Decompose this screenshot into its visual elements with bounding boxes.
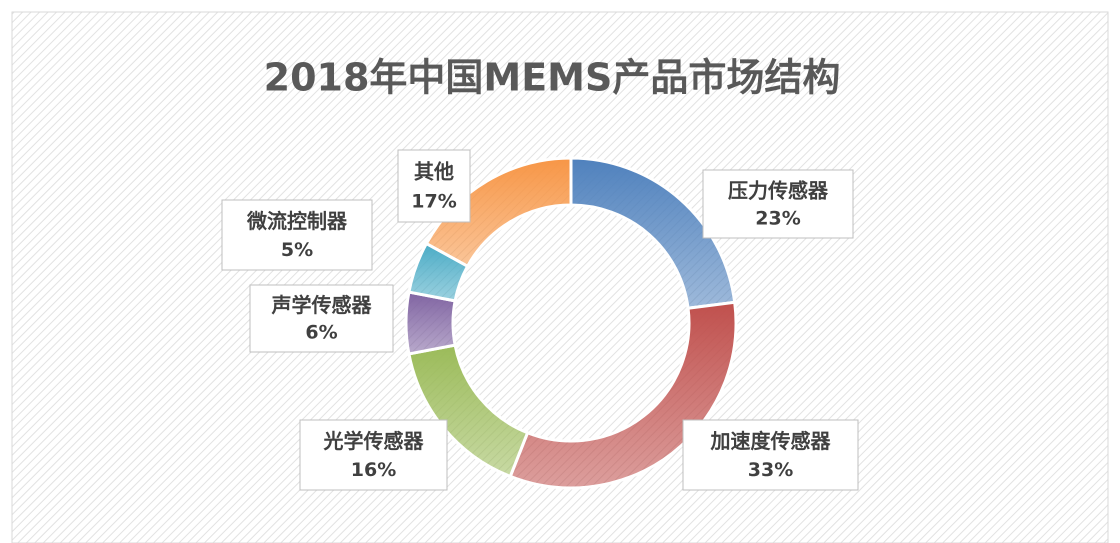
data-label-category: 声学传感器	[271, 293, 373, 317]
data-label-category: 加速度传感器	[710, 429, 832, 453]
data-label-category: 其他	[414, 160, 454, 184]
data-label-value: 5%	[281, 239, 313, 261]
data-label-category: 微流控制器	[246, 209, 348, 233]
data-label-category: 压力传感器	[728, 178, 829, 202]
data-label-box	[682, 419, 859, 491]
data-label-value: 33%	[748, 459, 793, 481]
chart-title: 2018年中国MEMS产品市场结构	[264, 56, 841, 100]
donut-segment	[404, 290, 457, 356]
data-label-box	[702, 169, 854, 239]
data-label-box	[397, 149, 471, 223]
data-label-box	[221, 199, 373, 271]
data-label-value: 17%	[411, 190, 456, 212]
data-label-category: 光学传感器	[323, 429, 425, 453]
data-label-box	[299, 419, 448, 491]
data-label-box	[249, 284, 394, 353]
data-label-value: 23%	[755, 207, 800, 229]
data-label-value: 16%	[351, 459, 396, 481]
data-label-value: 6%	[305, 322, 337, 344]
